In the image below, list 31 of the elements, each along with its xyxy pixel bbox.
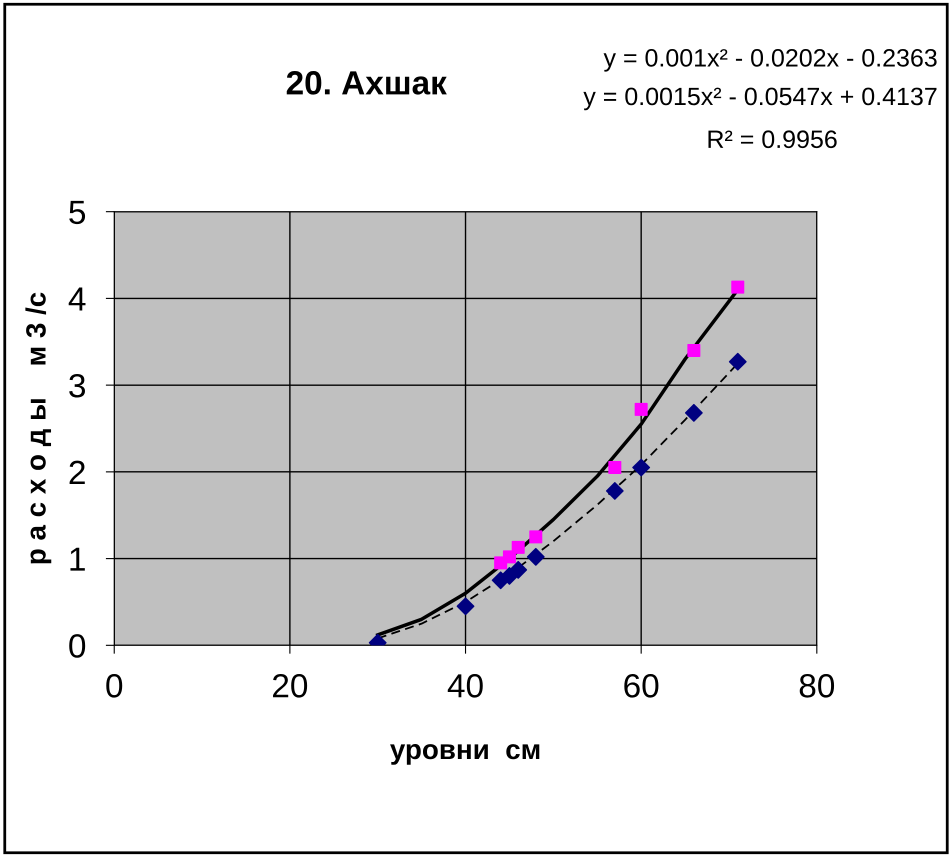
x-tick-label: 60 xyxy=(624,674,658,698)
y-tick-label: 4 xyxy=(68,288,86,310)
point xyxy=(687,344,700,357)
point xyxy=(502,550,516,564)
x-tick-label: 40 xyxy=(448,674,483,698)
point xyxy=(456,597,474,616)
point xyxy=(526,548,545,566)
x-tick-label: 0 xyxy=(106,674,122,698)
y-tick-label: 1 xyxy=(70,548,85,571)
point xyxy=(529,530,542,544)
point xyxy=(684,404,703,422)
point xyxy=(606,482,624,500)
text: R² = 0.9956 xyxy=(708,130,837,148)
point xyxy=(512,540,525,554)
point xyxy=(509,560,528,579)
y-tick-label: 2 xyxy=(70,460,85,484)
x-axis-title: уровни см xyxy=(390,744,540,765)
y-tick-label: 3 xyxy=(69,374,85,398)
text: y = 0.001x² - 0.0202x - 0.2363 xyxy=(604,49,937,72)
point xyxy=(632,458,650,476)
chart-title: 20. Ахшак xyxy=(286,71,447,95)
x-tick-label: 20 xyxy=(273,674,308,698)
point xyxy=(634,402,648,416)
point xyxy=(608,461,622,474)
x-tick-label: 80 xyxy=(800,674,834,698)
y-axis-title: р а с х о д ы м 3 /с xyxy=(25,292,52,564)
y-tick-label: 0 xyxy=(69,634,86,658)
text: y = 0.0015x² - 0.0547x + 0.4137 xyxy=(583,88,936,110)
y-tick-label: 5 xyxy=(69,200,86,224)
point xyxy=(731,280,744,294)
point xyxy=(728,352,747,371)
